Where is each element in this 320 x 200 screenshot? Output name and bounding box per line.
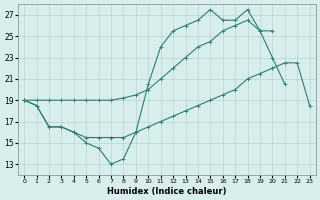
X-axis label: Humidex (Indice chaleur): Humidex (Indice chaleur) [107,187,227,196]
